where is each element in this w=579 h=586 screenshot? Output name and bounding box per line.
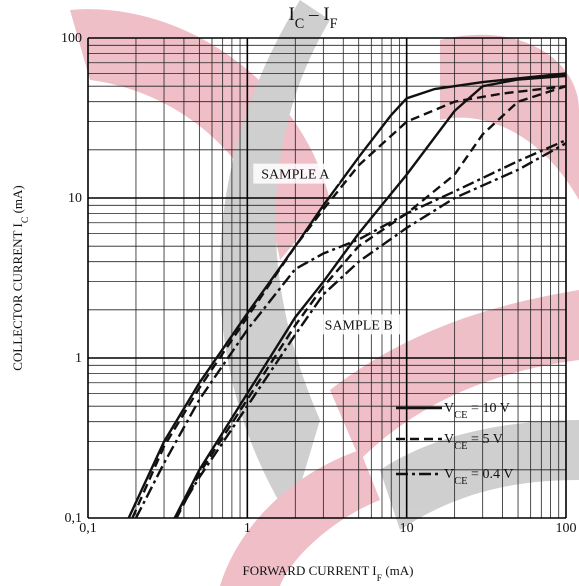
- text-part: (mA): [10, 185, 25, 216]
- annotation: SAMPLE B: [325, 318, 393, 333]
- text-part: C: [20, 217, 31, 224]
- curve: [131, 85, 567, 519]
- text-part: I: [288, 4, 294, 25]
- text-part: CE: [454, 441, 467, 452]
- text-part: F: [330, 16, 338, 32]
- legend-label: VCE = 0.4 V: [444, 467, 513, 487]
- curve: [175, 85, 567, 519]
- text-part: V: [444, 401, 454, 416]
- text-part: = 0.4 V: [468, 467, 514, 482]
- text-part: (mA): [382, 563, 413, 578]
- text-part: C: [295, 16, 305, 32]
- x-tick-label: 1: [244, 521, 251, 536]
- x-tick-label: 0,1: [79, 521, 97, 536]
- text-part: CE: [454, 476, 467, 487]
- text-part: COLLECTOR CURRENT I: [10, 223, 25, 371]
- text-part: CE: [454, 410, 467, 421]
- y-tick-label: 1: [75, 351, 82, 366]
- text-part: = 5 V: [468, 432, 503, 447]
- x-tick-label: 10: [400, 521, 414, 536]
- text-part: FORWARD CURRENT I: [243, 563, 377, 578]
- text-part: – I: [304, 4, 329, 25]
- curve: [127, 72, 567, 519]
- curve: [173, 142, 567, 519]
- x-axis-label: FORWARD CURRENT IF (mA): [243, 563, 414, 584]
- y-tick-label: 100: [61, 31, 82, 46]
- annotation-bg: [316, 314, 403, 335]
- text-part: F: [377, 573, 383, 584]
- y-tick-label: 10: [68, 191, 82, 206]
- chart-title: IC – IF: [288, 4, 337, 32]
- legend-label: VCE = 10 V: [444, 401, 510, 421]
- curve: [134, 139, 567, 519]
- text-part: V: [444, 432, 454, 447]
- annotation-bg: [253, 163, 340, 184]
- x-tick-label: 100: [556, 521, 577, 536]
- curve: [173, 74, 567, 519]
- annotation: SAMPLE A: [261, 168, 330, 183]
- legend-label: VCE = 5 V: [444, 432, 503, 452]
- y-axis-label: COLLECTOR CURRENT IC (mA): [10, 185, 31, 371]
- text-part: V: [444, 467, 454, 482]
- y-tick-label: 0,1: [65, 511, 83, 526]
- text-part: = 10 V: [468, 401, 510, 416]
